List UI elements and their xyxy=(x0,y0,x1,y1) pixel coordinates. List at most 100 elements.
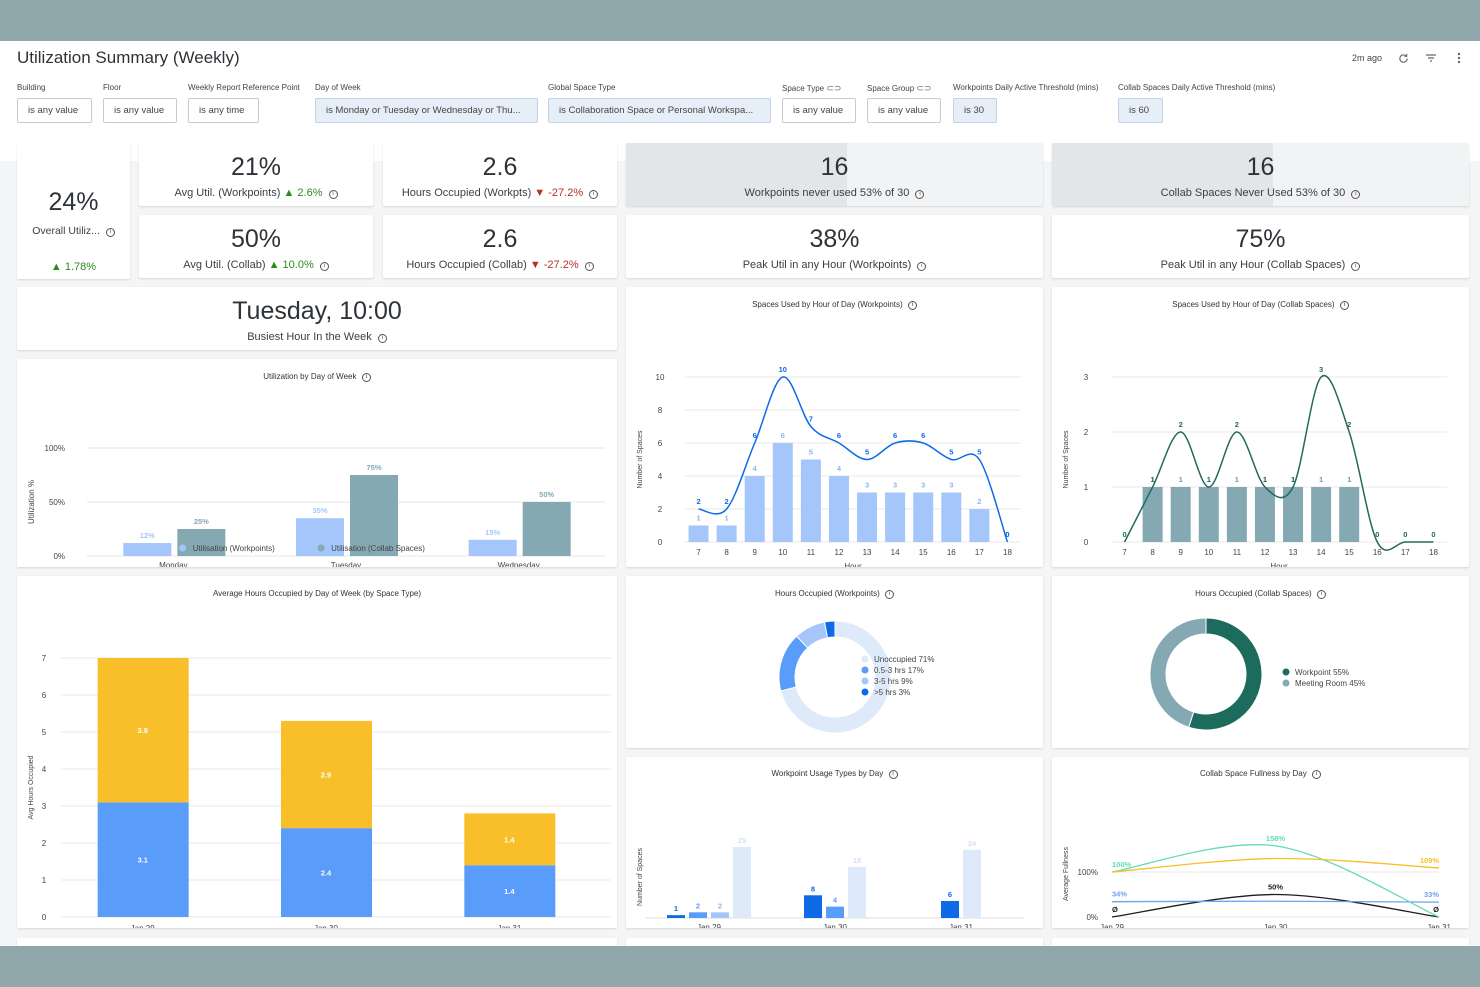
filter-collab-threshold[interactable]: is 60 xyxy=(1118,98,1163,123)
refresh-icon[interactable] xyxy=(1396,51,1410,65)
kpi-value: 75% xyxy=(1235,225,1286,253)
x-tick-label: Jan 30 xyxy=(823,923,848,928)
line-data-label: Ø xyxy=(1112,905,1118,914)
chart-card-hours-cs-donut: Hours Occupied (Collab Spaces) i Workpoi… xyxy=(1052,576,1469,748)
info-icon[interactable]: i xyxy=(917,262,927,271)
x-tick-label: Monday xyxy=(159,561,187,567)
legend-label: Utilisation (Workpoints) xyxy=(193,544,275,553)
line-data-label: 1 xyxy=(1151,475,1155,484)
x-tick-label: Jan 29 xyxy=(1100,923,1125,928)
line-data-label: 0 xyxy=(1375,530,1379,539)
info-icon[interactable]: i xyxy=(1316,590,1326,599)
line-data-label: 50% xyxy=(1268,883,1283,892)
info-icon[interactable]: i xyxy=(584,262,594,271)
chart-card-cs-hour: Spaces Used by Hour of Day (Collab Space… xyxy=(1052,287,1469,567)
legend-swatch xyxy=(317,544,325,552)
info-icon[interactable]: i xyxy=(361,373,371,382)
y-tick-label: 0 xyxy=(1084,538,1089,547)
info-icon[interactable]: i xyxy=(1351,262,1361,271)
bar xyxy=(688,525,709,542)
info-icon[interactable]: i xyxy=(885,590,894,599)
chart-title: Workpoint Usage Types by Day i xyxy=(626,769,1043,779)
filter-label-collab-threshold: Collab Spaces Daily Active Threshold (mi… xyxy=(1118,83,1276,92)
kpi-peak-util-workpoints: 38% Peak Util in any Hour (Workpoints) i xyxy=(626,215,1043,278)
y-tick-label: 2 xyxy=(1084,428,1089,437)
info-icon[interactable]: i xyxy=(328,190,338,199)
more-vert-icon[interactable] xyxy=(1452,51,1466,65)
kpi-label: Avg Util. (Collab) ▲ 10.0% i xyxy=(139,259,373,271)
legend-label: Workpoint 55% xyxy=(1295,668,1349,677)
filter-reference-point[interactable]: is any time xyxy=(188,98,259,123)
y-tick-label: 0 xyxy=(42,913,47,922)
x-tick-label: 10 xyxy=(778,548,787,557)
data-label: 1 xyxy=(1179,475,1183,484)
y-tick-label: 5 xyxy=(42,728,47,737)
filter-day-of-week[interactable]: is Monday or Tuesday or Wednesday or Thu… xyxy=(315,98,538,123)
bar xyxy=(1170,487,1191,542)
info-icon[interactable]: i xyxy=(105,228,115,237)
filter-workpoints-threshold[interactable]: is 30 xyxy=(953,98,997,123)
info-icon[interactable]: i xyxy=(888,770,898,779)
x-tick-label: Tuesday xyxy=(331,561,361,567)
kpi-label: Peak Util in any Hour (Collab Spaces) i xyxy=(1052,259,1469,271)
filter-label-reference-point: Weekly Report Reference Point xyxy=(188,83,300,92)
line-data-label: 2 xyxy=(1179,420,1183,429)
bar xyxy=(963,849,981,918)
bar xyxy=(1311,487,1332,542)
info-icon[interactable]: i xyxy=(319,262,329,271)
bar xyxy=(177,529,226,556)
x-tick-label: 10 xyxy=(1204,548,1213,557)
y-tick-label: 2 xyxy=(42,839,47,848)
bar xyxy=(1226,487,1247,542)
data-label: 8 xyxy=(811,884,815,893)
kpi-value: 38% xyxy=(809,225,860,253)
info-icon[interactable]: i xyxy=(377,334,387,343)
data-label: 3 xyxy=(921,481,925,490)
kpi-overall-utilization: 24% Overall Utiliz... i ▲ 1.78% xyxy=(17,143,130,279)
x-tick-label: Wednesday xyxy=(498,561,540,567)
bar xyxy=(800,459,821,542)
kpi-value: 2.6 xyxy=(482,153,518,181)
line-data-label: 0 xyxy=(1122,530,1126,539)
bar-segment xyxy=(281,720,372,829)
data-label: 2 xyxy=(718,901,722,910)
chart-card-hours-wp-donut: Hours Occupied (Workpoints) i Unoccupied… xyxy=(626,576,1043,748)
info-icon[interactable]: i xyxy=(915,190,925,199)
x-tick-label: 18 xyxy=(1429,548,1438,557)
bar xyxy=(1254,487,1275,542)
info-icon[interactable]: i xyxy=(589,190,599,199)
y-tick-label: 0% xyxy=(1086,913,1098,922)
y-axis-title: Utilization % xyxy=(27,480,36,524)
series-line xyxy=(1111,857,1440,873)
data-label: 2.9 xyxy=(321,771,331,780)
line-data-label: 5 xyxy=(865,448,869,457)
x-tick-label: 7 xyxy=(696,548,701,557)
kpi-hours-collab: 2.6 Hours Occupied (Collab) ▼ -27.2% i xyxy=(383,215,617,278)
legend-swatch xyxy=(1282,679,1290,687)
info-icon[interactable]: i xyxy=(1351,190,1361,199)
line-data-label: 33% xyxy=(1424,890,1439,899)
line-data-label: 158% xyxy=(1266,834,1286,843)
bar xyxy=(1198,487,1219,542)
line-data-label: 0 xyxy=(1431,530,1435,539)
data-label: 35% xyxy=(312,506,327,515)
data-label: 1 xyxy=(1207,475,1211,484)
info-icon[interactable]: i xyxy=(907,301,917,310)
bar xyxy=(941,492,962,542)
filter-global-space-type[interactable]: is Collaboration Space or Personal Works… xyxy=(548,98,771,123)
filter-icon[interactable] xyxy=(1424,51,1438,65)
info-icon[interactable]: i xyxy=(1311,770,1321,779)
x-tick-label: Jan 31 xyxy=(1427,923,1452,928)
filter-floor[interactable]: is any value xyxy=(103,98,177,123)
kpi-value: 2.6 xyxy=(482,225,518,253)
info-icon[interactable]: i xyxy=(1339,301,1349,310)
bar-segment xyxy=(97,802,189,917)
filter-building[interactable]: is any value xyxy=(17,98,92,123)
filter-space-type[interactable]: is any value xyxy=(782,98,856,123)
filter-space-group[interactable]: is any value xyxy=(867,98,941,123)
kpi-delta: ▲ 1.78% xyxy=(50,261,97,273)
chart-title: Spaces Used by Hour of Day (Workpoints) … xyxy=(626,300,1043,310)
x-tick-label: 12 xyxy=(835,548,844,557)
data-label: 3 xyxy=(865,481,869,490)
chart-card-partial xyxy=(17,938,617,946)
